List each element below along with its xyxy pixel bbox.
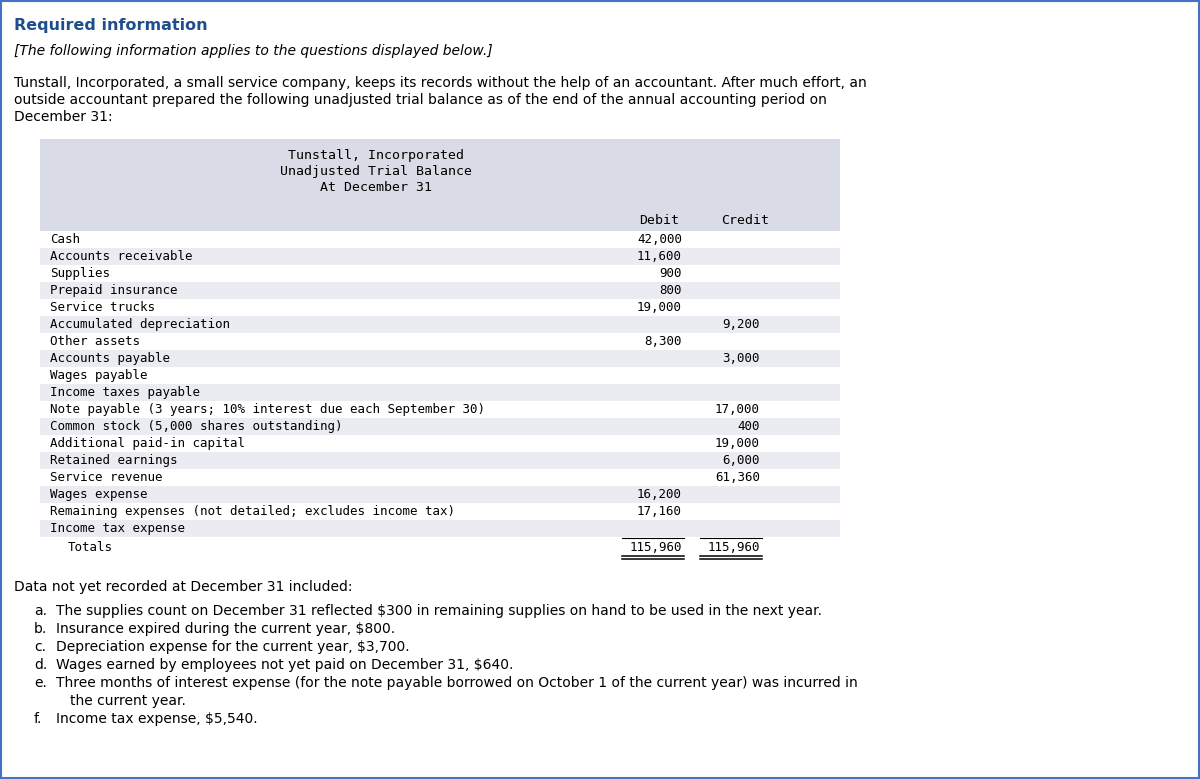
- Text: 19,000: 19,000: [715, 437, 760, 450]
- Text: Prepaid insurance: Prepaid insurance: [50, 284, 178, 297]
- Text: The supplies count on December 31 reflected $300 in remaining supplies on hand t: The supplies count on December 31 reflec…: [56, 604, 822, 618]
- Text: Other assets: Other assets: [50, 335, 140, 348]
- Text: Insurance expired during the current year, $800.: Insurance expired during the current yea…: [56, 622, 395, 636]
- Text: 115,960: 115,960: [708, 541, 760, 554]
- Text: Note payable (3 years; 10% interest due each September 30): Note payable (3 years; 10% interest due …: [50, 403, 485, 416]
- Text: 800: 800: [660, 284, 682, 297]
- FancyBboxPatch shape: [40, 418, 840, 435]
- Text: 17,160: 17,160: [637, 505, 682, 518]
- Text: 19,000: 19,000: [637, 301, 682, 314]
- Text: 16,200: 16,200: [637, 488, 682, 501]
- Text: Three months of interest expense (for the note payable borrowed on October 1 of : Three months of interest expense (for th…: [56, 676, 858, 690]
- Text: Service trucks: Service trucks: [50, 301, 155, 314]
- Text: Accounts payable: Accounts payable: [50, 352, 170, 365]
- Text: At December 31: At December 31: [320, 181, 432, 194]
- Text: f.: f.: [34, 712, 42, 726]
- Text: 115,960: 115,960: [630, 541, 682, 554]
- Text: Common stock (5,000 shares outstanding): Common stock (5,000 shares outstanding): [50, 420, 342, 433]
- Text: the current year.: the current year.: [70, 694, 186, 708]
- Text: Wages payable: Wages payable: [50, 369, 148, 382]
- Text: Income taxes payable: Income taxes payable: [50, 386, 200, 399]
- Text: [The following information applies to the questions displayed below.]: [The following information applies to th…: [14, 44, 493, 58]
- Text: 6,000: 6,000: [722, 454, 760, 467]
- Text: Income tax expense, $5,540.: Income tax expense, $5,540.: [56, 712, 258, 726]
- FancyBboxPatch shape: [40, 231, 840, 248]
- Text: Required information: Required information: [14, 18, 208, 33]
- Text: Tunstall, Incorporated: Tunstall, Incorporated: [288, 149, 464, 162]
- FancyBboxPatch shape: [40, 282, 840, 299]
- Text: December 31:: December 31:: [14, 110, 113, 124]
- FancyBboxPatch shape: [40, 486, 840, 503]
- Text: Totals: Totals: [68, 541, 113, 554]
- Text: 17,000: 17,000: [715, 403, 760, 416]
- Text: 9,200: 9,200: [722, 318, 760, 331]
- Text: outside accountant prepared the following unadjusted trial balance as of the end: outside accountant prepared the followin…: [14, 93, 827, 107]
- Text: Remaining expenses (not detailed; excludes income tax): Remaining expenses (not detailed; exclud…: [50, 505, 455, 518]
- Text: Accumulated depreciation: Accumulated depreciation: [50, 318, 230, 331]
- FancyBboxPatch shape: [40, 503, 840, 520]
- FancyBboxPatch shape: [40, 452, 840, 469]
- Text: Depreciation expense for the current year, $3,700.: Depreciation expense for the current yea…: [56, 640, 409, 654]
- Text: 42,000: 42,000: [637, 233, 682, 246]
- Text: a.: a.: [34, 604, 47, 618]
- FancyBboxPatch shape: [40, 384, 840, 401]
- Text: c.: c.: [34, 640, 46, 654]
- FancyBboxPatch shape: [40, 350, 840, 367]
- FancyBboxPatch shape: [40, 265, 840, 282]
- FancyBboxPatch shape: [40, 537, 840, 558]
- FancyBboxPatch shape: [40, 469, 840, 486]
- Text: Service revenue: Service revenue: [50, 471, 162, 484]
- Text: d.: d.: [34, 658, 47, 672]
- FancyBboxPatch shape: [40, 401, 840, 418]
- Text: Supplies: Supplies: [50, 267, 110, 280]
- Text: Additional paid-in capital: Additional paid-in capital: [50, 437, 245, 450]
- Text: Income tax expense: Income tax expense: [50, 522, 185, 535]
- Text: Debit: Debit: [640, 214, 679, 227]
- Text: Unadjusted Trial Balance: Unadjusted Trial Balance: [280, 165, 472, 178]
- Text: Data not yet recorded at December 31 included:: Data not yet recorded at December 31 inc…: [14, 580, 353, 594]
- Text: Wages expense: Wages expense: [50, 488, 148, 501]
- Text: e.: e.: [34, 676, 47, 690]
- FancyBboxPatch shape: [40, 299, 840, 316]
- Text: Accounts receivable: Accounts receivable: [50, 250, 192, 263]
- Text: 61,360: 61,360: [715, 471, 760, 484]
- FancyBboxPatch shape: [40, 333, 840, 350]
- Text: Cash: Cash: [50, 233, 80, 246]
- Text: 8,300: 8,300: [644, 335, 682, 348]
- FancyBboxPatch shape: [40, 316, 840, 333]
- Text: Wages earned by employees not yet paid on December 31, $640.: Wages earned by employees not yet paid o…: [56, 658, 514, 672]
- Text: b.: b.: [34, 622, 47, 636]
- Text: 3,000: 3,000: [722, 352, 760, 365]
- FancyBboxPatch shape: [40, 139, 840, 211]
- Text: Credit: Credit: [721, 214, 769, 227]
- Text: Tunstall, Incorporated, a small service company, keeps its records without the h: Tunstall, Incorporated, a small service …: [14, 76, 866, 90]
- Text: 900: 900: [660, 267, 682, 280]
- FancyBboxPatch shape: [40, 248, 840, 265]
- FancyBboxPatch shape: [40, 211, 840, 231]
- FancyBboxPatch shape: [40, 435, 840, 452]
- Text: Retained earnings: Retained earnings: [50, 454, 178, 467]
- Text: 11,600: 11,600: [637, 250, 682, 263]
- FancyBboxPatch shape: [40, 367, 840, 384]
- Text: 400: 400: [738, 420, 760, 433]
- FancyBboxPatch shape: [40, 520, 840, 537]
